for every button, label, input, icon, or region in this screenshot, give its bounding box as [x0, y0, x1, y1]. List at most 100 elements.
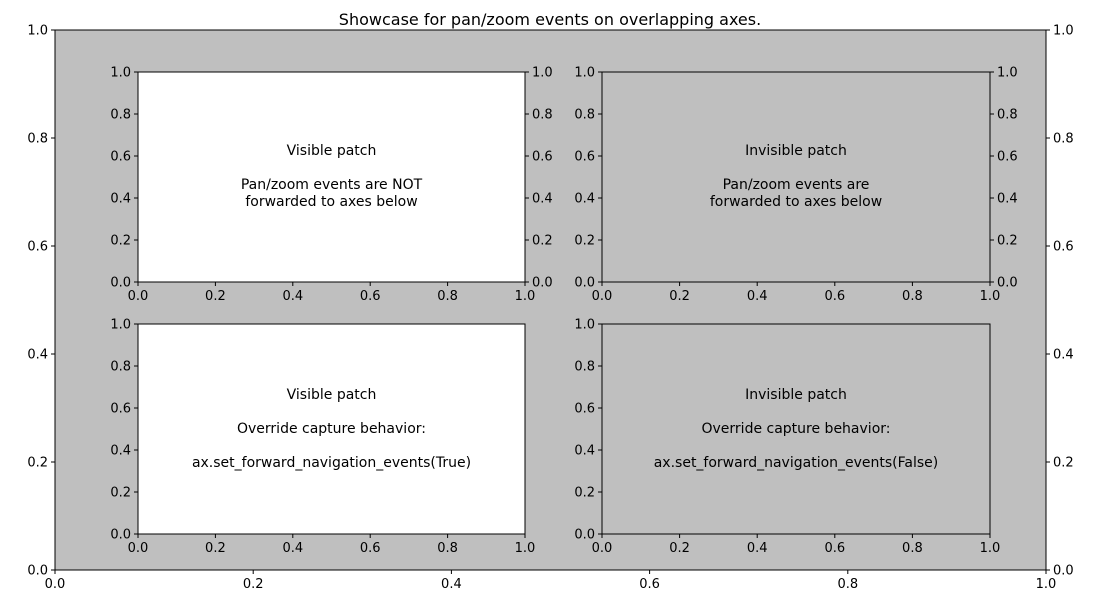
annotation-text: forwarded to axes below — [710, 194, 882, 210]
annotation-text: ax.set_forward_navigation_events(True) — [192, 455, 471, 471]
axes-frame-top-right — [601, 71, 991, 283]
y-tick-label-left: 0.6 — [110, 150, 131, 165]
axes-top-right[interactable]: 0.0 0.2 0.4 0.6 0.8 1.00.00.20.40.60.81.00.00… — [574, 66, 1017, 305]
y-tick-label-right: 0.8 — [997, 108, 1018, 123]
x-tick-label: 0.6 — [360, 289, 381, 304]
x-tick-label: 0.0 — [128, 289, 149, 304]
x-tick-label: 0.6 — [824, 289, 845, 304]
axes-frame-top-left — [137, 71, 526, 283]
axes-bottom-left[interactable]: 0.0 0.2 0.4 0.6 0.8 1.0 0.0 0.2 0.4 0.6 0.8 1.0 Visi… — [110, 318, 535, 557]
annotation-text: Pan/zoom events are — [723, 177, 870, 193]
y-tick-label-left: 0.2 — [574, 486, 595, 501]
y-tick-label-right: 0.6 — [532, 150, 553, 165]
y-tick-label-left: 0.8 — [110, 108, 131, 123]
y-tick-label-left: 1.0 — [110, 318, 131, 333]
y-tick-label-left: 1.0 — [27, 24, 48, 39]
y-tick-label-left: 0.4 — [110, 192, 131, 207]
annotation-text: Invisible patch — [745, 143, 847, 159]
y-tick-label-left: 0.0 — [27, 564, 48, 579]
y-tick-label-left: 0.4 — [574, 444, 595, 459]
annotation-text: Pan/zoom events are NOT — [241, 177, 423, 193]
x-tick-label: 0.8 — [437, 289, 458, 304]
axes-frame-bottom-left — [137, 323, 526, 535]
y-tick-label-right: 0.2 — [997, 234, 1018, 249]
y-tick-label-left: 0.2 — [574, 234, 595, 249]
y-tick-label-right: 0.2 — [1053, 456, 1074, 471]
x-tick-label: 0.4 — [441, 577, 462, 592]
y-tick-label-left: 0.8 — [574, 360, 595, 375]
x-tick-label: 0.2 — [243, 577, 264, 592]
y-tick-label-right: 0.4 — [997, 192, 1018, 207]
y-tick-label-right: 0.6 — [1053, 240, 1074, 255]
annotation-text: ax.set_forward_navigation_events(False) — [654, 455, 939, 471]
y-tick-label-left: 0.4 — [110, 444, 131, 459]
y-tick-label-left: 0.6 — [110, 402, 131, 417]
annotation-text: Invisible patch — [745, 387, 847, 403]
y-tick-label-right: 0.4 — [1053, 348, 1074, 363]
figure-title: Showcase for pan/zoom events on overlapp… — [339, 10, 761, 29]
y-tick-label-right: 0.0 — [532, 276, 553, 291]
x-tick-label: 0.8 — [437, 541, 458, 556]
axes-top-left[interactable]: 0.0 0.2 0.4 0.6 0.8 1.00.00.20.40.60.81.00.00… — [110, 66, 552, 305]
annotation-text: Override capture behavior: — [237, 421, 426, 437]
x-tick-label: 0.2 — [205, 541, 226, 556]
x-tick-label: 0.8 — [902, 289, 923, 304]
y-tick-label-left: 0.2 — [110, 234, 131, 249]
x-tick-label: 0.8 — [902, 541, 923, 556]
x-tick-label: 0.0 — [128, 541, 149, 556]
x-tick-label: 1.0 — [515, 289, 536, 304]
x-tick-label: 0.4 — [282, 289, 303, 304]
axes-layer: 0.0 0.2 0.4 0.6 0.8 1.00.00.20.40.60.81.00.00… — [27, 24, 1073, 593]
annotation-text: forwarded to axes below — [245, 194, 417, 210]
y-tick-label-left: 0.6 — [574, 402, 595, 417]
y-tick-label-right: 1.0 — [997, 66, 1018, 81]
axes-frame-main — [54, 29, 1047, 571]
y-tick-label-left: 0.2 — [110, 486, 131, 501]
x-tick-label: 1.0 — [980, 541, 1001, 556]
y-tick-label-left: 1.0 — [574, 318, 595, 333]
y-tick-label-left: 0.6 — [27, 240, 48, 255]
y-tick-label-left: 0.8 — [110, 360, 131, 375]
y-tick-label-right: 0.8 — [532, 108, 553, 123]
x-tick-label: 0.2 — [205, 289, 226, 304]
x-tick-label: 1.0 — [980, 289, 1001, 304]
x-tick-label: 0.6 — [639, 577, 660, 592]
y-tick-label-left: 0.0 — [110, 276, 131, 291]
x-tick-label: 0.8 — [837, 577, 858, 592]
y-tick-label-right: 1.0 — [532, 66, 553, 81]
axes-frame-bottom-right — [601, 323, 991, 535]
axes-bottom-right[interactable]: 0.0 0.2 0.4 0.6 0.8 1.0 0.0 0.2 0.4 0.6 0.8 1.0 Invi… — [574, 318, 1000, 557]
y-tick-label-right: 0.2 — [532, 234, 553, 249]
y-tick-label-left: 0.6 — [574, 150, 595, 165]
x-tick-label: 0.2 — [669, 289, 690, 304]
x-tick-label: 0.0 — [45, 577, 66, 592]
annotation-text: Override capture behavior: — [702, 421, 891, 437]
annotation-text: Visible patch — [287, 143, 377, 159]
axes-face-bottom-left — [138, 324, 525, 534]
y-tick-label-left: 0.0 — [574, 276, 595, 291]
y-tick-label-left: 0.4 — [574, 192, 595, 207]
y-tick-label-right: 1.0 — [1053, 24, 1074, 39]
x-tick-label: 0.0 — [592, 289, 613, 304]
x-tick-label: 1.0 — [1036, 577, 1057, 592]
x-tick-label: 0.4 — [747, 289, 768, 304]
y-tick-label-left: 0.8 — [27, 132, 48, 147]
y-tick-label-left: 0.0 — [574, 528, 595, 543]
x-tick-label: 0.4 — [282, 541, 303, 556]
x-tick-label: 0.6 — [360, 541, 381, 556]
y-tick-label-left: 0.4 — [27, 348, 48, 363]
axes-face-top-left — [138, 72, 525, 282]
y-tick-label-left: 1.0 — [110, 66, 131, 81]
y-tick-label-left: 1.0 — [574, 66, 595, 81]
y-tick-label-right: 0.6 — [997, 150, 1018, 165]
annotation-text: Visible patch — [287, 387, 377, 403]
y-tick-label-right: 0.0 — [1053, 564, 1074, 579]
x-tick-label: 1.0 — [515, 541, 536, 556]
y-tick-label-left: 0.0 — [110, 528, 131, 543]
y-tick-label-left: 0.2 — [27, 456, 48, 471]
y-tick-label-left: 0.8 — [574, 108, 595, 123]
x-tick-label: 0.2 — [669, 541, 690, 556]
y-tick-label-right: 0.0 — [997, 276, 1018, 291]
x-tick-label: 0.0 — [592, 541, 613, 556]
